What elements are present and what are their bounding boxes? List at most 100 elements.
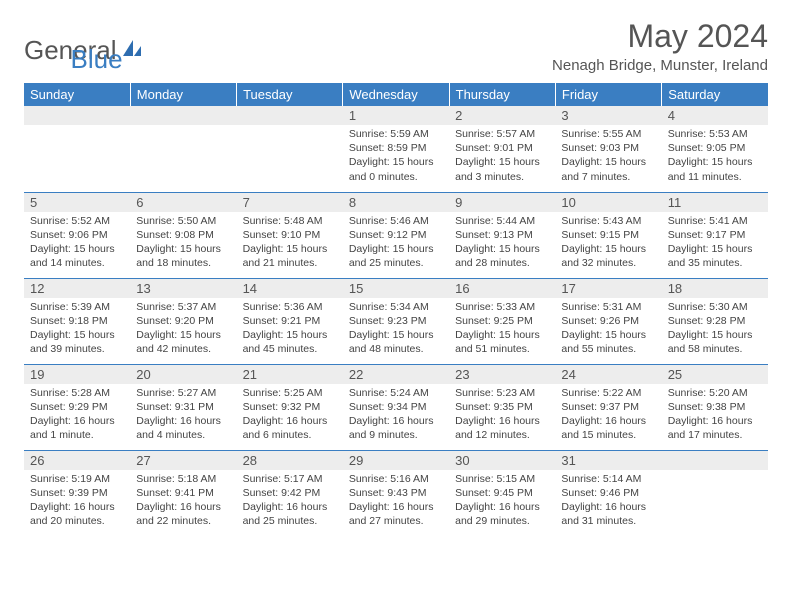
day-number: 19 xyxy=(24,365,130,384)
day-number: 16 xyxy=(449,279,555,298)
calendar-cell: 19Sunrise: 5:28 AMSunset: 9:29 PMDayligh… xyxy=(24,364,130,450)
calendar-cell: 24Sunrise: 5:22 AMSunset: 9:37 PMDayligh… xyxy=(555,364,661,450)
day-number: 1 xyxy=(343,106,449,125)
weekday-header: Wednesday xyxy=(343,83,449,106)
calendar-cell: 14Sunrise: 5:36 AMSunset: 9:21 PMDayligh… xyxy=(237,278,343,364)
calendar-cell: 7Sunrise: 5:48 AMSunset: 9:10 PMDaylight… xyxy=(237,192,343,278)
day-number: 28 xyxy=(237,451,343,470)
day-number: 11 xyxy=(662,193,768,212)
day-number: 17 xyxy=(555,279,661,298)
day-info: Sunrise: 5:48 AMSunset: 9:10 PMDaylight:… xyxy=(237,212,343,275)
day-number: 20 xyxy=(130,365,236,384)
day-number: 23 xyxy=(449,365,555,384)
day-info: Sunrise: 5:43 AMSunset: 9:15 PMDaylight:… xyxy=(555,212,661,275)
calendar-week-row: 12Sunrise: 5:39 AMSunset: 9:18 PMDayligh… xyxy=(24,278,768,364)
day-info: Sunrise: 5:27 AMSunset: 9:31 PMDaylight:… xyxy=(130,384,236,447)
calendar-week-row: 1Sunrise: 5:59 AMSunset: 8:59 PMDaylight… xyxy=(24,106,768,192)
day-info: Sunrise: 5:34 AMSunset: 9:23 PMDaylight:… xyxy=(343,298,449,361)
header: General Blue May 2024 Nenagh Bridge, Mun… xyxy=(24,18,768,75)
weekday-header: Saturday xyxy=(662,83,768,106)
day-info: Sunrise: 5:20 AMSunset: 9:38 PMDaylight:… xyxy=(662,384,768,447)
calendar-cell: 28Sunrise: 5:17 AMSunset: 9:42 PMDayligh… xyxy=(237,450,343,536)
day-number: 15 xyxy=(343,279,449,298)
day-info: Sunrise: 5:24 AMSunset: 9:34 PMDaylight:… xyxy=(343,384,449,447)
day-info: Sunrise: 5:53 AMSunset: 9:05 PMDaylight:… xyxy=(662,125,768,188)
calendar-cell: 20Sunrise: 5:27 AMSunset: 9:31 PMDayligh… xyxy=(130,364,236,450)
day-info: Sunrise: 5:55 AMSunset: 9:03 PMDaylight:… xyxy=(555,125,661,188)
day-info: Sunrise: 5:44 AMSunset: 9:13 PMDaylight:… xyxy=(449,212,555,275)
calendar-cell: 11Sunrise: 5:41 AMSunset: 9:17 PMDayligh… xyxy=(662,192,768,278)
day-info: Sunrise: 5:36 AMSunset: 9:21 PMDaylight:… xyxy=(237,298,343,361)
calendar-cell: 22Sunrise: 5:24 AMSunset: 9:34 PMDayligh… xyxy=(343,364,449,450)
calendar-cell: 12Sunrise: 5:39 AMSunset: 9:18 PMDayligh… xyxy=(24,278,130,364)
weekday-header-row: SundayMondayTuesdayWednesdayThursdayFrid… xyxy=(24,83,768,106)
month-title: May 2024 xyxy=(552,18,768,55)
day-number: 7 xyxy=(237,193,343,212)
calendar-cell: 17Sunrise: 5:31 AMSunset: 9:26 PMDayligh… xyxy=(555,278,661,364)
calendar-cell: 8Sunrise: 5:46 AMSunset: 9:12 PMDaylight… xyxy=(343,192,449,278)
day-number: 4 xyxy=(662,106,768,125)
day-number: 18 xyxy=(662,279,768,298)
calendar-week-row: 5Sunrise: 5:52 AMSunset: 9:06 PMDaylight… xyxy=(24,192,768,278)
day-info: Sunrise: 5:30 AMSunset: 9:28 PMDaylight:… xyxy=(662,298,768,361)
location: Nenagh Bridge, Munster, Ireland xyxy=(552,57,768,74)
calendar-table: SundayMondayTuesdayWednesdayThursdayFrid… xyxy=(24,83,768,536)
calendar-cell xyxy=(237,106,343,192)
calendar-cell xyxy=(24,106,130,192)
calendar-cell: 21Sunrise: 5:25 AMSunset: 9:32 PMDayligh… xyxy=(237,364,343,450)
day-number: 8 xyxy=(343,193,449,212)
day-info: Sunrise: 5:17 AMSunset: 9:42 PMDaylight:… xyxy=(237,470,343,533)
calendar-cell: 9Sunrise: 5:44 AMSunset: 9:13 PMDaylight… xyxy=(449,192,555,278)
calendar-cell: 1Sunrise: 5:59 AMSunset: 8:59 PMDaylight… xyxy=(343,106,449,192)
day-number: 10 xyxy=(555,193,661,212)
weekday-header: Friday xyxy=(555,83,661,106)
calendar-cell xyxy=(662,450,768,536)
day-number: 27 xyxy=(130,451,236,470)
day-info: Sunrise: 5:37 AMSunset: 9:20 PMDaylight:… xyxy=(130,298,236,361)
weekday-header: Monday xyxy=(130,83,236,106)
day-info: Sunrise: 5:28 AMSunset: 9:29 PMDaylight:… xyxy=(24,384,130,447)
calendar-cell xyxy=(130,106,236,192)
day-info: Sunrise: 5:57 AMSunset: 9:01 PMDaylight:… xyxy=(449,125,555,188)
day-number: 22 xyxy=(343,365,449,384)
day-number: 21 xyxy=(237,365,343,384)
calendar-cell: 4Sunrise: 5:53 AMSunset: 9:05 PMDaylight… xyxy=(662,106,768,192)
day-number: 5 xyxy=(24,193,130,212)
empty-day xyxy=(24,106,130,125)
calendar-cell: 3Sunrise: 5:55 AMSunset: 9:03 PMDaylight… xyxy=(555,106,661,192)
day-number: 2 xyxy=(449,106,555,125)
day-info: Sunrise: 5:59 AMSunset: 8:59 PMDaylight:… xyxy=(343,125,449,188)
day-number: 6 xyxy=(130,193,236,212)
day-number: 3 xyxy=(555,106,661,125)
empty-day xyxy=(237,106,343,125)
logo-sail-icon xyxy=(121,38,143,63)
day-info: Sunrise: 5:39 AMSunset: 9:18 PMDaylight:… xyxy=(24,298,130,361)
calendar-cell: 2Sunrise: 5:57 AMSunset: 9:01 PMDaylight… xyxy=(449,106,555,192)
day-number: 26 xyxy=(24,451,130,470)
calendar-cell: 26Sunrise: 5:19 AMSunset: 9:39 PMDayligh… xyxy=(24,450,130,536)
calendar-cell: 18Sunrise: 5:30 AMSunset: 9:28 PMDayligh… xyxy=(662,278,768,364)
calendar-cell: 5Sunrise: 5:52 AMSunset: 9:06 PMDaylight… xyxy=(24,192,130,278)
calendar-body: 1Sunrise: 5:59 AMSunset: 8:59 PMDaylight… xyxy=(24,106,768,536)
day-info: Sunrise: 5:46 AMSunset: 9:12 PMDaylight:… xyxy=(343,212,449,275)
day-info: Sunrise: 5:31 AMSunset: 9:26 PMDaylight:… xyxy=(555,298,661,361)
calendar-cell: 31Sunrise: 5:14 AMSunset: 9:46 PMDayligh… xyxy=(555,450,661,536)
day-info: Sunrise: 5:52 AMSunset: 9:06 PMDaylight:… xyxy=(24,212,130,275)
day-number: 13 xyxy=(130,279,236,298)
day-info: Sunrise: 5:23 AMSunset: 9:35 PMDaylight:… xyxy=(449,384,555,447)
day-number: 30 xyxy=(449,451,555,470)
calendar-cell: 10Sunrise: 5:43 AMSunset: 9:15 PMDayligh… xyxy=(555,192,661,278)
day-info: Sunrise: 5:19 AMSunset: 9:39 PMDaylight:… xyxy=(24,470,130,533)
day-number: 9 xyxy=(449,193,555,212)
day-number: 25 xyxy=(662,365,768,384)
calendar-cell: 27Sunrise: 5:18 AMSunset: 9:41 PMDayligh… xyxy=(130,450,236,536)
calendar-cell: 16Sunrise: 5:33 AMSunset: 9:25 PMDayligh… xyxy=(449,278,555,364)
calendar-cell: 13Sunrise: 5:37 AMSunset: 9:20 PMDayligh… xyxy=(130,278,236,364)
weekday-header: Tuesday xyxy=(237,83,343,106)
calendar-cell: 23Sunrise: 5:23 AMSunset: 9:35 PMDayligh… xyxy=(449,364,555,450)
calendar-cell: 25Sunrise: 5:20 AMSunset: 9:38 PMDayligh… xyxy=(662,364,768,450)
empty-day xyxy=(662,451,768,470)
day-number: 31 xyxy=(555,451,661,470)
calendar-week-row: 19Sunrise: 5:28 AMSunset: 9:29 PMDayligh… xyxy=(24,364,768,450)
logo: General Blue xyxy=(24,18,123,75)
